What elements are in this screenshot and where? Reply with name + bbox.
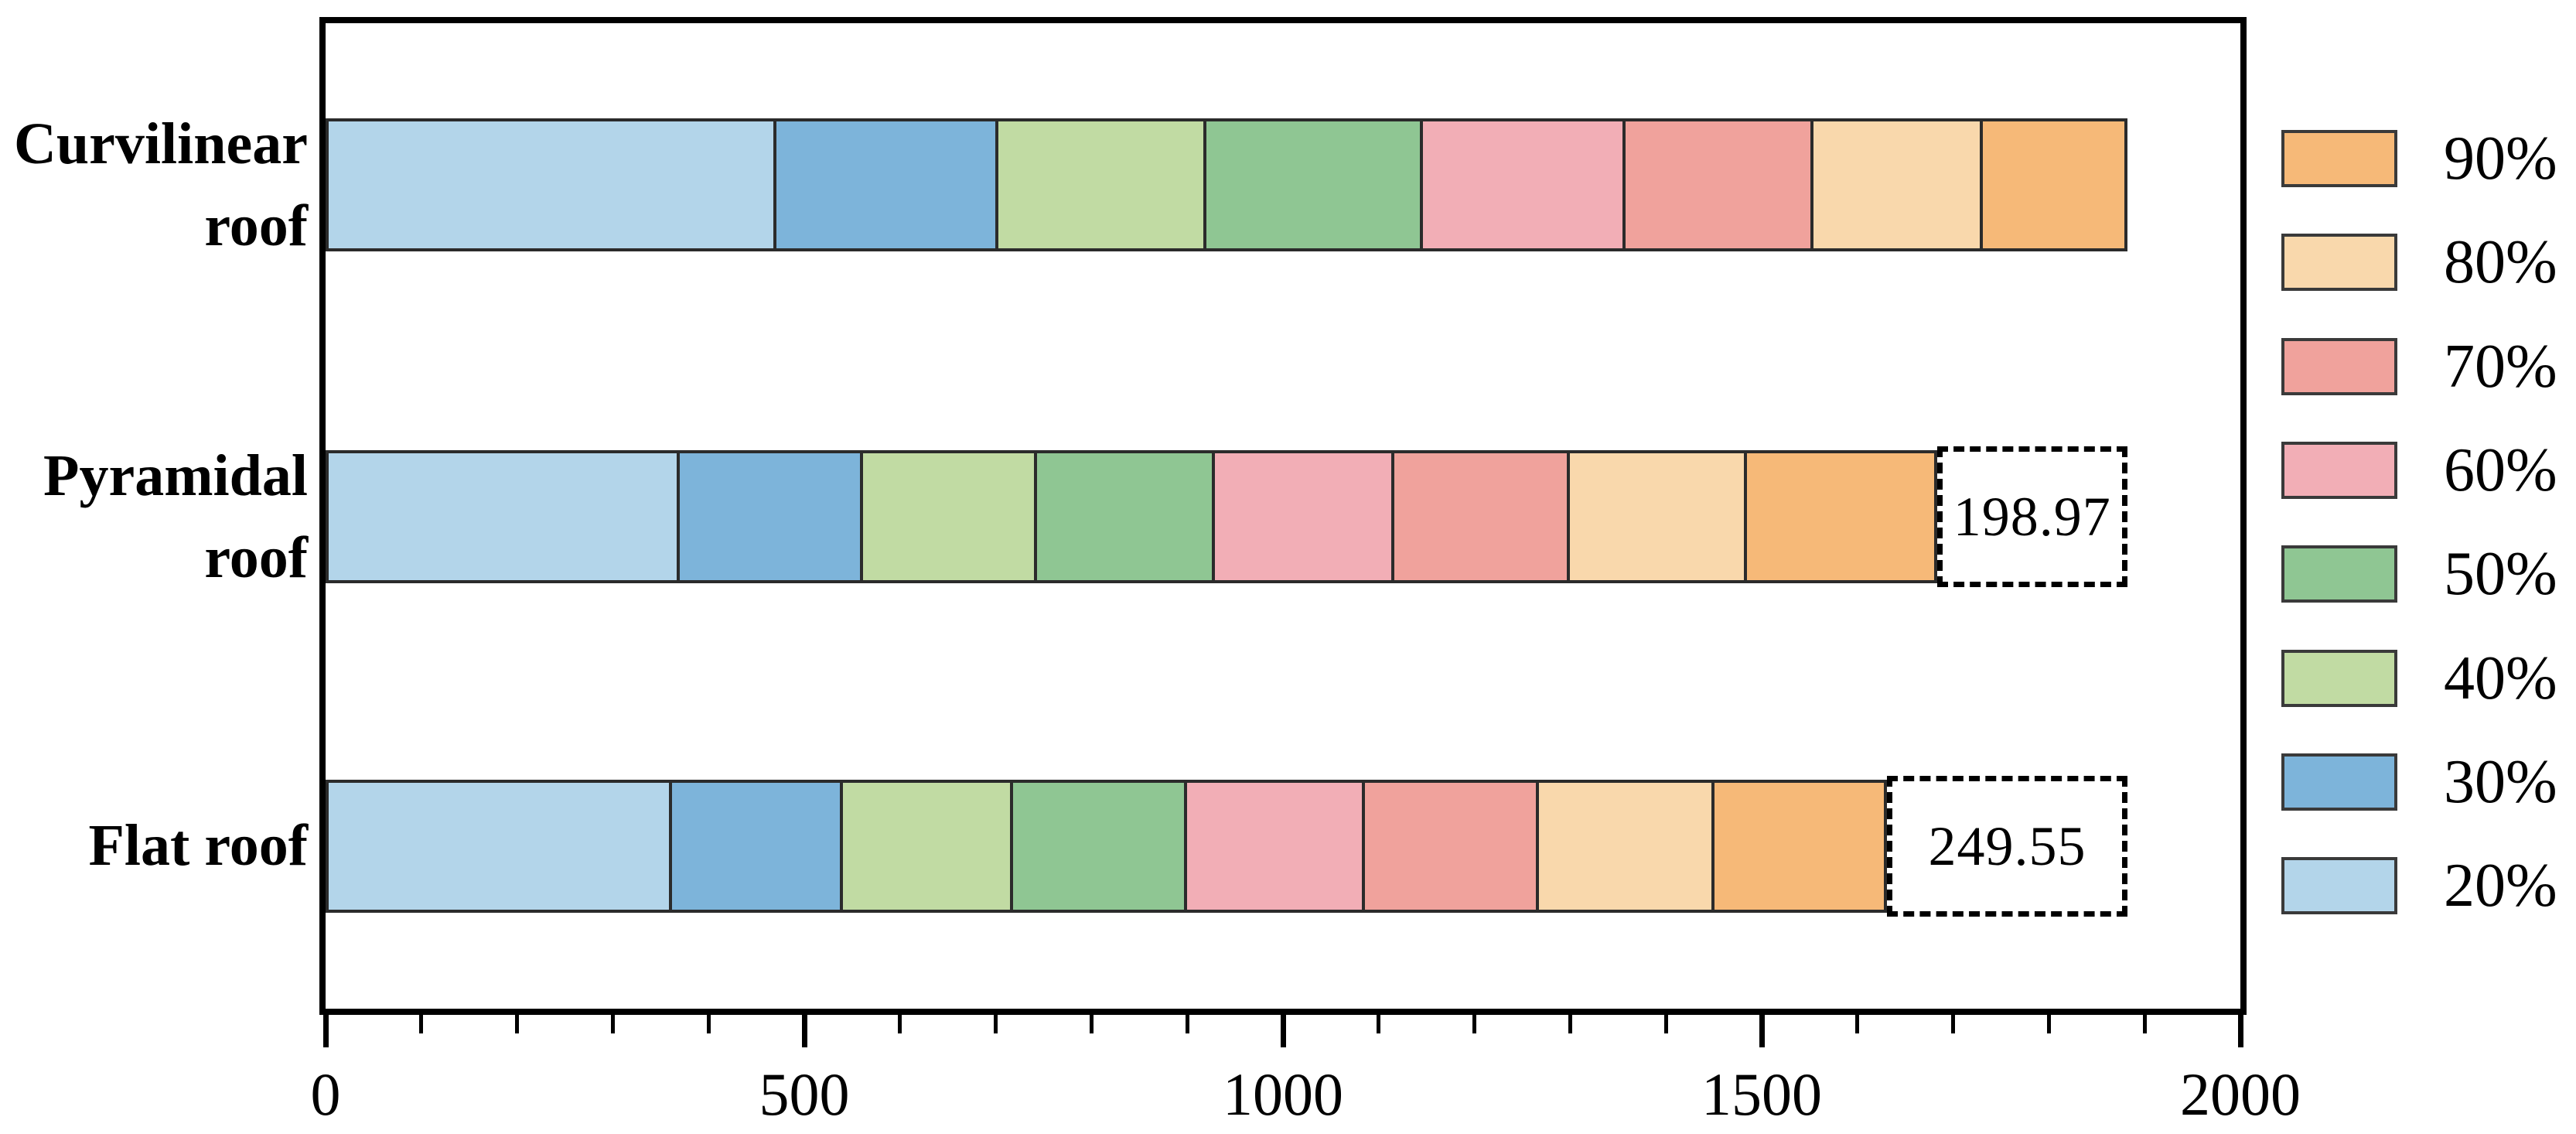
x-axis-minor-tick: [994, 1015, 998, 1033]
bar-segment-curvilinear-roof-30%: [773, 118, 999, 251]
x-axis-major-tick: [2238, 1015, 2243, 1047]
bar-segment-pyramidal-roof-60%: [1212, 450, 1394, 583]
category-label-flat-roof: Flat roof: [88, 813, 308, 878]
x-axis-tick-label: 1000: [1223, 1061, 1343, 1128]
x-axis-major-tick: [1281, 1015, 1286, 1047]
category-label-pyramidal-roof: Pyramidal roof: [43, 443, 308, 590]
x-axis-minor-tick: [610, 1015, 615, 1033]
x-axis-minor-tick: [706, 1015, 711, 1033]
legend-swatch-30%: [2281, 753, 2397, 811]
legend-label-30%: 30%: [2444, 747, 2557, 816]
bar-segment-pyramidal-roof-90%: [1744, 450, 1937, 583]
legend-label-20%: 20%: [2444, 852, 2557, 921]
x-axis-minor-tick: [1089, 1015, 1094, 1033]
legend-label-80%: 80%: [2444, 228, 2557, 297]
bar-segment-pyramidal-roof-80%: [1567, 450, 1748, 583]
bar-segment-pyramidal-roof-20%: [326, 450, 681, 583]
x-axis-minor-tick: [2142, 1015, 2147, 1033]
bar-segment-flat-roof-70%: [1362, 780, 1539, 913]
x-axis-minor-tick: [1855, 1015, 1860, 1033]
x-axis-minor-tick: [1663, 1015, 1668, 1033]
x-axis-minor-tick: [898, 1015, 902, 1033]
x-axis-minor-tick: [1377, 1015, 1381, 1033]
bar-segment-flat-roof-20%: [326, 780, 673, 913]
legend-label-70%: 70%: [2444, 332, 2557, 401]
bar-segment-curvilinear-roof-50%: [1203, 118, 1423, 251]
x-axis-major-tick: [323, 1015, 329, 1047]
bar-segment-flat-roof-90%: [1711, 780, 1888, 913]
bar-segment-curvilinear-roof-20%: [326, 118, 777, 251]
x-axis-tick-label: 500: [759, 1061, 850, 1128]
annotation-value: 249.55: [1928, 815, 2086, 877]
legend-label-50%: 50%: [2444, 540, 2557, 609]
bar-segment-curvilinear-roof-70%: [1622, 118, 1813, 251]
x-axis-tick-label: 0: [310, 1061, 341, 1128]
bar-segment-pyramidal-roof-70%: [1390, 450, 1571, 583]
legend-swatch-50%: [2281, 545, 2397, 603]
legend-swatch-20%: [2281, 857, 2397, 915]
bar-segment-pyramidal-roof-40%: [859, 450, 1037, 583]
bar-segment-pyramidal-roof-50%: [1033, 450, 1216, 583]
bar-segment-curvilinear-roof-60%: [1419, 118, 1626, 251]
annotation-box-pyramidal-roof: 198.97: [1936, 446, 2127, 587]
bar-segment-flat-roof-40%: [839, 780, 1013, 913]
x-axis-minor-tick: [1951, 1015, 1956, 1033]
bar-segment-flat-roof-30%: [669, 780, 843, 913]
legend-label-40%: 40%: [2444, 644, 2557, 712]
bar-segment-pyramidal-roof-30%: [677, 450, 863, 583]
x-axis-minor-tick: [2046, 1015, 2051, 1033]
bar-segment-flat-roof-60%: [1184, 780, 1366, 913]
legend-swatch-70%: [2281, 337, 2397, 395]
x-axis-minor-tick: [1472, 1015, 1477, 1033]
legend-swatch-40%: [2281, 649, 2397, 707]
x-axis-major-tick: [802, 1015, 807, 1047]
x-axis-minor-tick: [1568, 1015, 1572, 1033]
legend-swatch-60%: [2281, 441, 2397, 499]
bar-segment-flat-roof-80%: [1535, 780, 1715, 913]
x-axis-minor-tick: [1185, 1015, 1189, 1033]
bar-segment-curvilinear-roof-80%: [1810, 118, 1983, 251]
legend-swatch-90%: [2281, 130, 2397, 187]
bar-segment-curvilinear-roof-90%: [1979, 118, 2127, 251]
legend-swatch-80%: [2281, 234, 2397, 292]
bar-segment-flat-roof-50%: [1009, 780, 1188, 913]
x-axis-major-tick: [1759, 1015, 1765, 1047]
x-axis-tick-label: 2000: [2180, 1061, 2301, 1128]
bar-segment-curvilinear-roof-40%: [995, 118, 1206, 251]
x-axis-minor-tick: [419, 1015, 424, 1033]
x-axis-minor-tick: [515, 1015, 520, 1033]
legend-label-60%: 60%: [2444, 435, 2557, 504]
category-label-curvilinear-roof: Curvilinear roof: [14, 111, 308, 258]
legend-label-90%: 90%: [2444, 125, 2557, 193]
annotation-box-flat-roof: 249.55: [1887, 776, 2127, 917]
annotation-value: 198.97: [1953, 485, 2111, 548]
x-axis-tick-label: 1500: [1701, 1061, 1822, 1128]
